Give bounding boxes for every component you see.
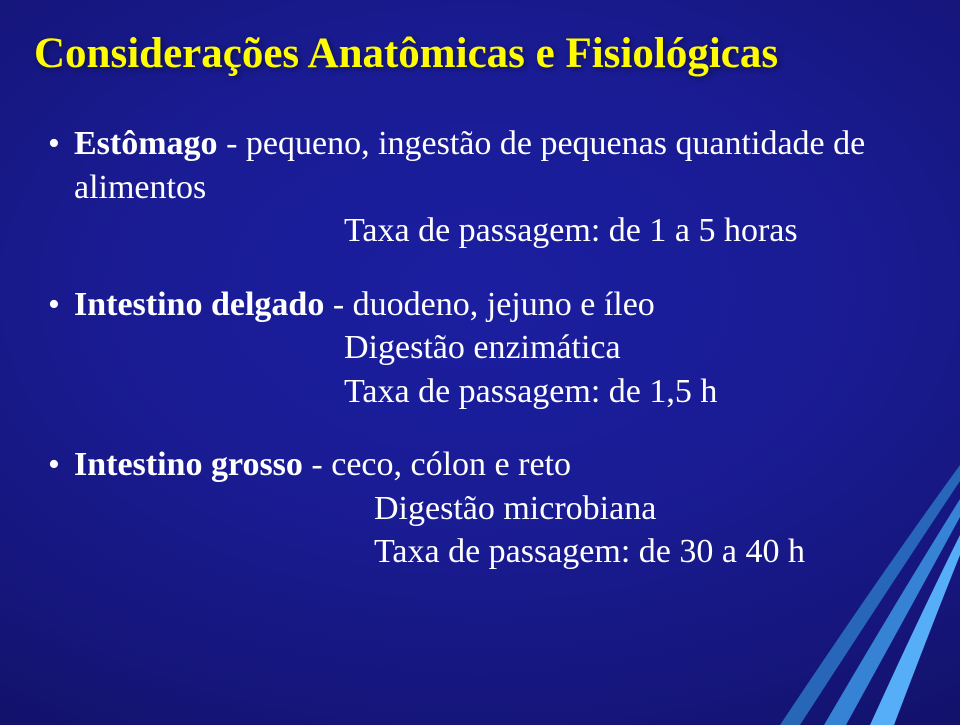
bullet-lead-bold: Estômago [74,125,218,162]
bullet-item: Estômago - pequeno, ingestão de pequenas… [44,122,920,253]
bullet-item: Intestino grosso - ceco, cólon e reto Di… [44,443,920,574]
slide-body: Estômago - pequeno, ingestão de pequenas… [44,122,920,604]
bullet-sub: Taxa de passagem: de 30 a 40 h [44,530,920,574]
bullet-lead-bold: Intestino delgado [74,286,324,323]
bullet-lead-rest: - duodeno, jejuno e íleo [324,286,654,323]
bullet-lead: Intestino delgado - duodeno, jejuno e íl… [44,283,920,327]
slide-title: Considerações Anatômicas e Fisiológicas [34,30,926,77]
bullet-sub: Digestão enzimática [44,326,920,370]
bullet-sub: Taxa de passagem: de 1 a 5 horas [44,209,920,253]
bullet-lead-rest: - ceco, cólon e reto [303,446,571,483]
bullet-lead: Estômago - pequeno, ingestão de pequenas… [44,122,920,209]
bullet-sub: Taxa de passagem: de 1,5 h [44,370,920,414]
bullet-lead: Intestino grosso - ceco, cólon e reto [44,443,920,487]
slide: Considerações Anatômicas e Fisiológicas … [0,0,960,725]
bullet-sub: Digestão microbiana [44,487,920,531]
bullet-lead-bold: Intestino grosso [74,446,303,483]
bullet-item: Intestino delgado - duodeno, jejuno e íl… [44,283,920,414]
